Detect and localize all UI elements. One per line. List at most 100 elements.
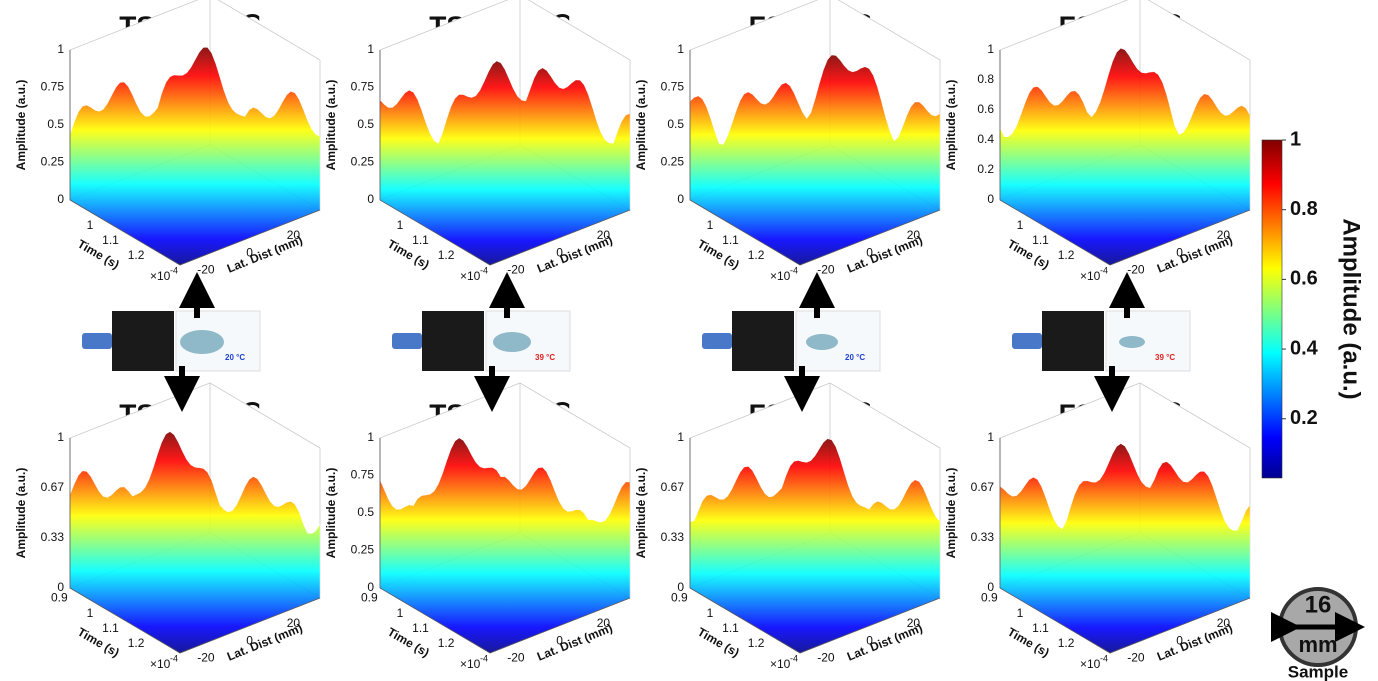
z-tick-label: 0.75 bbox=[661, 80, 685, 94]
lat-tick-label: 20 bbox=[1217, 616, 1231, 630]
z-tick-label: 0.33 bbox=[41, 530, 65, 544]
time-scale: ×10 bbox=[150, 269, 171, 283]
z-tick-label: 1 bbox=[57, 430, 64, 444]
time-tick-label: 1 bbox=[87, 218, 94, 232]
z-tick-label: 0.33 bbox=[661, 530, 685, 544]
z-tick-label: 1 bbox=[367, 42, 374, 56]
time-scale: ×10 bbox=[460, 657, 481, 671]
time-scale-exp: -4 bbox=[1100, 653, 1108, 663]
lat-tick-label: 0 bbox=[246, 245, 253, 259]
z-tick-label: 0 bbox=[57, 192, 64, 206]
lat-tick-label: 0 bbox=[866, 245, 873, 259]
colorbar-scale bbox=[1261, 139, 1283, 479]
sample-inset: 39 °C bbox=[392, 272, 571, 412]
time-tick-label: 1.1 bbox=[412, 621, 429, 635]
time-tick-label: 1.2 bbox=[128, 636, 145, 650]
surface bbox=[689, 438, 941, 654]
surface bbox=[379, 437, 631, 654]
z-tick-label: 1 bbox=[677, 42, 684, 56]
z-tick-label: 1 bbox=[57, 42, 64, 56]
surface bbox=[999, 48, 1251, 266]
z-tick-label: 0 bbox=[987, 192, 994, 206]
time-tick-label: 1.1 bbox=[412, 233, 429, 247]
time-scale: ×10 bbox=[770, 269, 791, 283]
probe bbox=[1012, 333, 1042, 349]
sample-inset: 20 °C bbox=[702, 272, 881, 412]
time-tick-label: 0.9 bbox=[361, 591, 378, 605]
time-scale-exp: -4 bbox=[170, 265, 178, 275]
map-region bbox=[806, 334, 838, 350]
z-axis-label: Amplitude (a.u.) bbox=[324, 468, 338, 559]
z-tick-label: 0.5 bbox=[357, 117, 374, 131]
time-scale: ×10 bbox=[460, 269, 481, 283]
z-tick-label: 1 bbox=[367, 430, 374, 444]
sample-unit: mm bbox=[1298, 632, 1337, 657]
lat-tick-label: 20 bbox=[907, 616, 921, 630]
sample-inset: 20 °C bbox=[82, 272, 261, 412]
time-tick-label: 1.1 bbox=[1032, 621, 1049, 635]
lat-tick-label: -20 bbox=[1127, 263, 1145, 277]
time-scale-exp: -4 bbox=[790, 265, 798, 275]
z-axis-label: Amplitude (a.u.) bbox=[944, 468, 958, 559]
photo bbox=[1042, 311, 1104, 371]
time-tick-label: 1.2 bbox=[1058, 248, 1075, 262]
time-tick-label: 0.9 bbox=[51, 591, 68, 605]
lat-tick-label: 20 bbox=[1217, 228, 1231, 242]
box-floor bbox=[69, 199, 321, 266]
z-tick-label: 1 bbox=[987, 42, 994, 56]
z-tick-label: 0.6 bbox=[977, 102, 994, 116]
time-tick-label: 1 bbox=[1017, 218, 1024, 232]
lat-tick-label: -20 bbox=[507, 651, 525, 665]
time-scale: ×10 bbox=[770, 657, 791, 671]
time-tick-label: 1 bbox=[707, 606, 714, 620]
time-scale: ×10 bbox=[150, 657, 171, 671]
surface bbox=[379, 60, 631, 266]
z-axis-label: Amplitude (a.u.) bbox=[324, 80, 338, 171]
colorbar-tick-label: 1 bbox=[1290, 128, 1301, 150]
time-scale: ×10 bbox=[1080, 657, 1101, 671]
z-tick-label: 0.4 bbox=[977, 132, 994, 146]
z-axis-label: Amplitude (a.u.) bbox=[944, 80, 958, 171]
lat-tick-label: 20 bbox=[287, 616, 301, 630]
sample-inset: 39 °C bbox=[1012, 272, 1191, 412]
z-tick-label: 0.25 bbox=[661, 155, 685, 169]
time-tick-label: 1.2 bbox=[748, 248, 765, 262]
lat-tick-label: 20 bbox=[907, 228, 921, 242]
z-tick-label: 0.2 bbox=[977, 162, 994, 176]
time-tick-label: 1.2 bbox=[1058, 636, 1075, 650]
lat-tick-label: -20 bbox=[197, 263, 215, 277]
lat-tick-label: -20 bbox=[507, 263, 525, 277]
map-region bbox=[1119, 336, 1145, 348]
z-tick-label: 1 bbox=[987, 430, 994, 444]
box-floor bbox=[379, 587, 631, 654]
z-tick-label: 0 bbox=[367, 580, 374, 594]
inset-label: 20 °C bbox=[845, 353, 865, 362]
time-tick-label: 0.9 bbox=[981, 591, 998, 605]
time-tick-label: 1.2 bbox=[128, 248, 145, 262]
lat-tick-label: 0 bbox=[1176, 633, 1183, 647]
lat-tick-label: 0 bbox=[556, 633, 563, 647]
time-scale-exp: -4 bbox=[480, 653, 488, 663]
map bbox=[1105, 310, 1191, 372]
inset-label: 39 °C bbox=[535, 353, 555, 362]
inset-label: 39 °C bbox=[1155, 353, 1175, 362]
surface bbox=[69, 47, 321, 266]
z-tick-label: 0.67 bbox=[41, 480, 65, 494]
time-tick-label: 1.1 bbox=[102, 233, 119, 247]
lat-tick-label: 0 bbox=[246, 633, 253, 647]
time-tick-label: 1 bbox=[87, 606, 94, 620]
z-tick-label: 0 bbox=[987, 580, 994, 594]
lat-tick-label: 0 bbox=[556, 245, 563, 259]
z-tick-label: 1 bbox=[677, 430, 684, 444]
z-tick-label: 0.25 bbox=[351, 155, 375, 169]
z-axis-label: Amplitude (a.u.) bbox=[634, 80, 648, 171]
box-floor bbox=[69, 587, 321, 654]
map-region bbox=[493, 332, 531, 352]
